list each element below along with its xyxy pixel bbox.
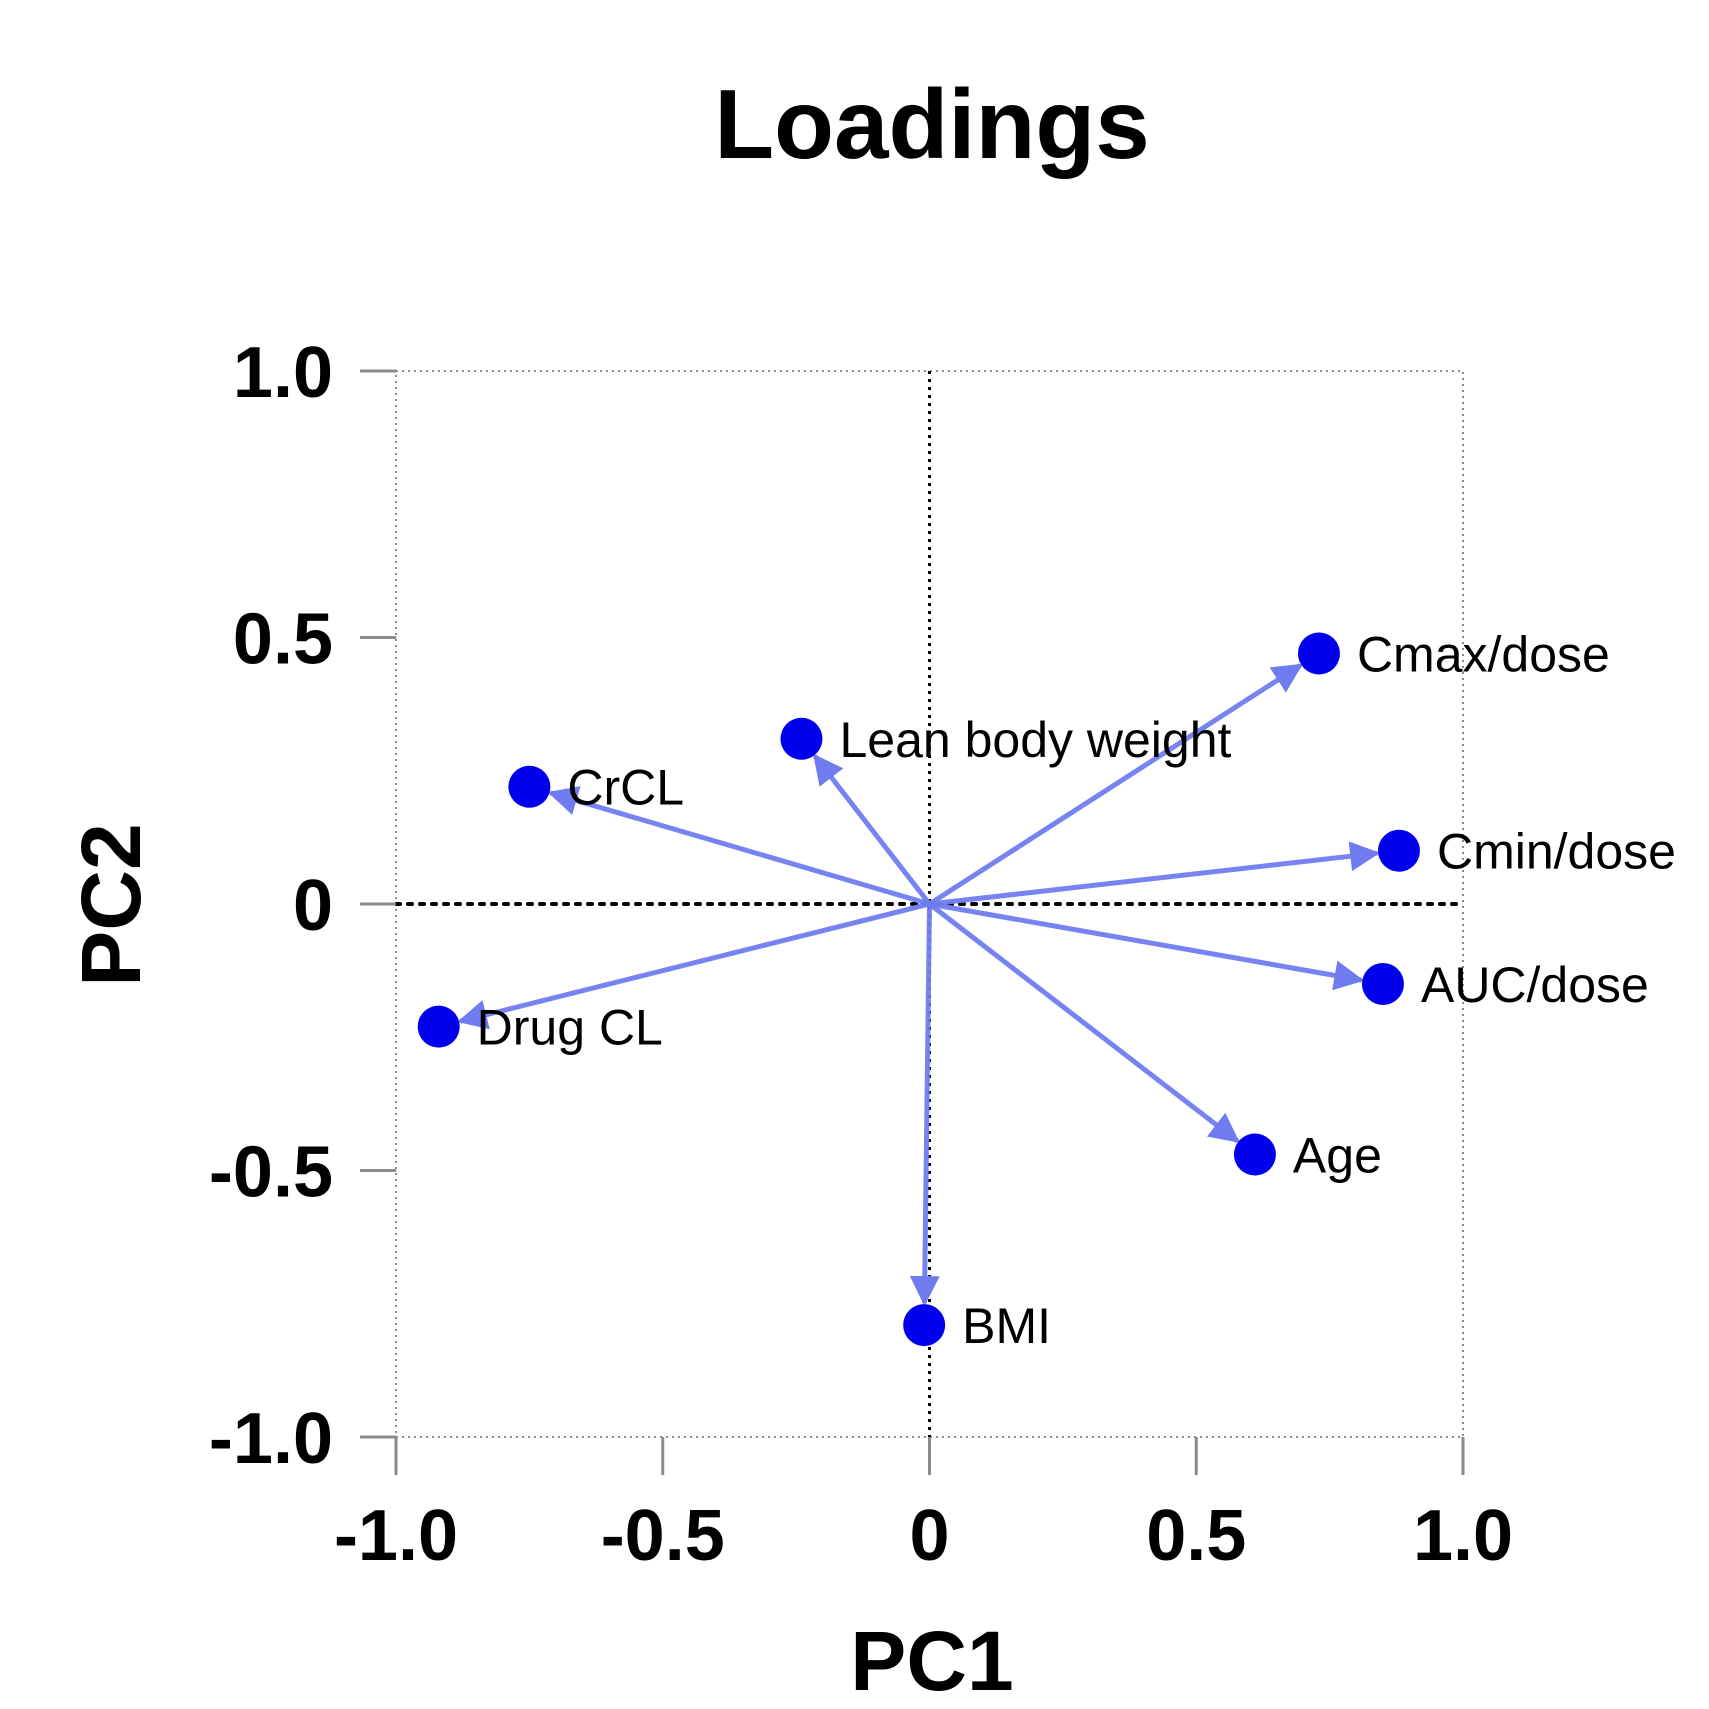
point-label: Cmax/dose	[1357, 626, 1610, 682]
point-labels: Cmax/dose Lean body weight CrCL Cmin/dose AU…	[477, 626, 1676, 1354]
loading-arrow	[929, 841, 1381, 907]
loading-point	[1233, 1133, 1276, 1176]
y-tick-label: -1.0	[209, 1399, 333, 1479]
axes: 1.0 0.5 0 -0.5 -1.0-1.0 -0.5 0 0.5 1.0	[209, 333, 1513, 1576]
y-tick-label: 1.0	[233, 333, 333, 413]
y-axis-title: PC2	[64, 823, 158, 986]
x-tick-label: 0.5	[1146, 1496, 1246, 1576]
point-label: BMI	[962, 1298, 1051, 1354]
loading-point	[1297, 632, 1340, 675]
loading-point	[780, 717, 823, 760]
x-tick-label: -1.0	[334, 1496, 458, 1576]
loading-point	[903, 1304, 946, 1347]
loading-point	[417, 1005, 460, 1048]
chart-title: Loadings	[714, 69, 1150, 179]
loading-arrow	[547, 786, 931, 907]
loading-arrow	[928, 663, 1303, 907]
loading-points	[417, 632, 1420, 1347]
y-tick-label: -0.5	[209, 1133, 333, 1213]
y-tick-label: 0	[293, 866, 333, 946]
loading-arrow	[909, 903, 940, 1307]
y-tick-label: 0.5	[233, 600, 333, 680]
x-tick-label: -0.5	[601, 1496, 725, 1576]
loading-arrows	[457, 663, 1381, 1307]
loading-arrow	[812, 753, 932, 906]
loading-arrow	[929, 901, 1365, 991]
point-label: Cmin/dose	[1437, 824, 1676, 880]
loading-arrow	[927, 902, 1240, 1144]
point-label: Lean body weight	[839, 712, 1231, 768]
point-label: CrCL	[567, 760, 684, 816]
x-tick-label: 0	[909, 1496, 949, 1576]
x-tick-label: 1.0	[1413, 1496, 1513, 1576]
point-label: AUC/dose	[1421, 957, 1649, 1013]
point-label: Drug CL	[477, 1000, 663, 1056]
loading-point	[1361, 962, 1404, 1005]
loading-point	[1377, 829, 1420, 872]
loading-arrow	[457, 901, 931, 1030]
x-axis-title: PC1	[850, 1614, 1013, 1708]
loading-point	[508, 765, 551, 808]
point-label: Age	[1293, 1128, 1382, 1184]
